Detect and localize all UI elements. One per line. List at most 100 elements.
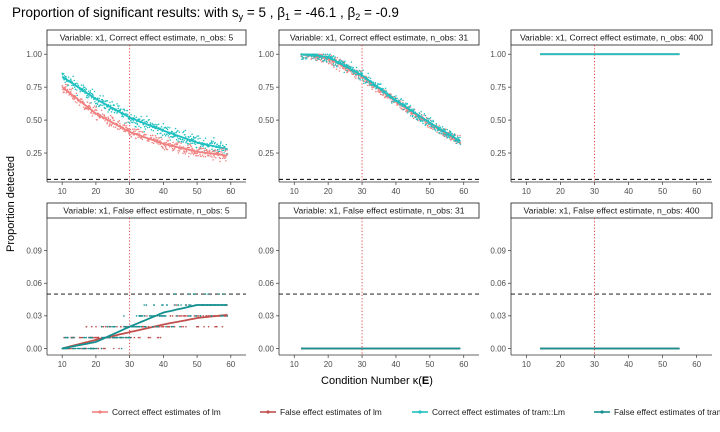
data-point xyxy=(430,119,432,122)
data-point xyxy=(166,128,169,131)
data-point xyxy=(64,336,67,339)
data-point xyxy=(418,118,421,120)
data-point xyxy=(215,156,217,159)
data-point xyxy=(185,304,187,306)
data-point xyxy=(139,336,141,339)
trend-line xyxy=(62,304,228,350)
data-point xyxy=(446,128,449,131)
data-point xyxy=(96,103,99,105)
data-point xyxy=(185,149,188,152)
data-point xyxy=(144,315,146,317)
data-point xyxy=(107,111,109,113)
data-point xyxy=(145,325,147,328)
x-tick-label: 40 xyxy=(391,360,400,369)
data-point xyxy=(178,315,181,317)
data-point xyxy=(426,118,429,120)
data-point xyxy=(119,109,121,112)
data-point xyxy=(179,145,181,147)
data-point xyxy=(105,99,107,102)
data-point xyxy=(130,135,133,138)
data-point xyxy=(140,325,142,328)
data-point xyxy=(438,132,441,134)
data-point xyxy=(94,101,96,103)
data-point xyxy=(178,141,181,144)
data-point xyxy=(148,140,150,143)
data-point xyxy=(174,143,176,145)
data-point xyxy=(185,141,187,144)
legend: Correct effect estimates of lm False effe… xyxy=(92,407,720,417)
data-point xyxy=(71,84,73,87)
data-point xyxy=(152,123,154,126)
data-point xyxy=(324,53,327,55)
data-point xyxy=(180,325,183,328)
y-tick-label: 0.50 xyxy=(490,116,506,125)
data-point xyxy=(161,134,164,136)
data-point xyxy=(426,125,429,127)
data-point xyxy=(427,126,429,128)
data-point xyxy=(177,152,180,154)
data-point xyxy=(186,315,189,317)
data-point xyxy=(125,122,127,124)
data-point xyxy=(154,134,157,137)
data-point xyxy=(101,325,103,328)
data-point xyxy=(90,102,92,104)
data-point xyxy=(153,137,155,140)
data-point xyxy=(221,315,223,317)
data-point xyxy=(225,160,227,162)
data-point xyxy=(96,119,98,121)
data-point xyxy=(143,125,146,128)
data-point xyxy=(431,121,433,123)
data-point xyxy=(83,336,86,339)
series-correct_tram xyxy=(300,53,462,146)
data-point xyxy=(160,325,162,328)
data-point xyxy=(221,157,224,160)
data-point xyxy=(73,336,75,339)
x-tick-label: 50 xyxy=(425,187,434,196)
data-point xyxy=(216,143,219,145)
data-point xyxy=(418,112,421,114)
data-point xyxy=(411,108,413,110)
data-point xyxy=(209,142,211,145)
x-tick-label: 40 xyxy=(159,360,168,369)
data-point xyxy=(354,73,357,76)
x-tick-label: 20 xyxy=(556,360,565,369)
data-point xyxy=(157,123,160,125)
data-point xyxy=(88,336,90,339)
plot-area xyxy=(511,218,712,355)
data-point xyxy=(425,123,428,125)
data-point xyxy=(188,146,191,149)
data-point xyxy=(222,144,224,147)
data-point xyxy=(428,117,431,120)
facet-strip-label: Variable: x1, False effect estimate, n_o… xyxy=(293,206,464,216)
data-point xyxy=(133,121,135,124)
data-point xyxy=(129,128,132,131)
data-point xyxy=(336,65,338,68)
data-point xyxy=(385,90,388,92)
data-point xyxy=(135,116,138,118)
data-point xyxy=(377,82,379,85)
data-point xyxy=(171,147,174,150)
data-point xyxy=(322,60,324,62)
data-point xyxy=(176,136,179,138)
data-point xyxy=(219,144,222,146)
data-point xyxy=(178,131,181,133)
data-point xyxy=(164,134,167,137)
x-tick-label: 40 xyxy=(624,360,633,369)
data-point xyxy=(339,61,342,63)
data-point xyxy=(195,152,197,155)
data-point xyxy=(113,111,116,114)
data-point xyxy=(111,123,113,125)
data-point xyxy=(161,138,163,140)
data-point xyxy=(352,66,355,69)
data-point xyxy=(383,96,386,99)
data-point xyxy=(89,347,92,350)
data-point xyxy=(113,104,115,107)
plot-area xyxy=(47,218,246,355)
data-point xyxy=(194,315,197,317)
data-point xyxy=(326,53,329,55)
data-point xyxy=(372,86,375,89)
data-point xyxy=(201,147,203,150)
data-point xyxy=(106,121,109,124)
data-point xyxy=(210,141,213,144)
data-point xyxy=(183,130,185,133)
